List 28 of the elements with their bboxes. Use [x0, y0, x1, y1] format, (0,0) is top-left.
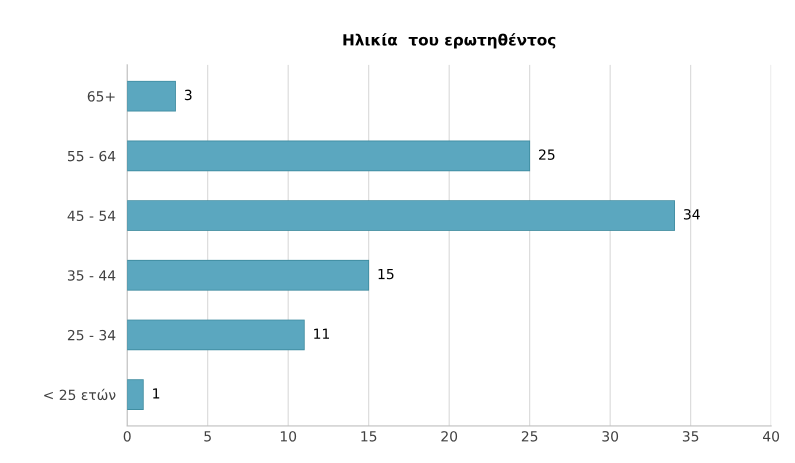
data-label: 11	[314, 328, 330, 339]
y-tick-label: 65+	[88, 91, 115, 102]
y-tick-label: 45 - 54	[68, 210, 116, 222]
x-tick-label: 25	[522, 431, 538, 442]
chart-title: Ηλικία του ερωτηθέντος	[343, 33, 556, 49]
bar	[127, 379, 144, 410]
bar	[127, 260, 370, 291]
y-tick-label: 35 - 44	[68, 270, 116, 281]
data-label: 34	[684, 209, 700, 220]
data-label: 25	[539, 149, 554, 160]
x-tick-label: 40	[762, 431, 780, 442]
y-tick-label: 25 - 34	[68, 330, 116, 340]
bar	[127, 200, 675, 231]
y-tick-label: < 25 ετών	[44, 388, 116, 400]
x-tick-label: 15	[361, 431, 376, 442]
x-tick-label: 0	[124, 431, 131, 442]
x-tick-label: 30	[602, 431, 618, 442]
x-tick-label: 35	[682, 431, 698, 442]
bar	[127, 320, 305, 350]
y-tick-label: 55 - 64	[68, 150, 116, 162]
x-tick-label: 5	[204, 431, 211, 442]
data-label: 1	[153, 388, 160, 398]
data-label: 3	[184, 90, 192, 100]
data-label: 15	[378, 268, 394, 280]
x-tick-label: 20	[441, 431, 458, 442]
bar	[127, 80, 176, 112]
bar	[127, 140, 530, 172]
x-tick-label: 10	[280, 431, 296, 442]
